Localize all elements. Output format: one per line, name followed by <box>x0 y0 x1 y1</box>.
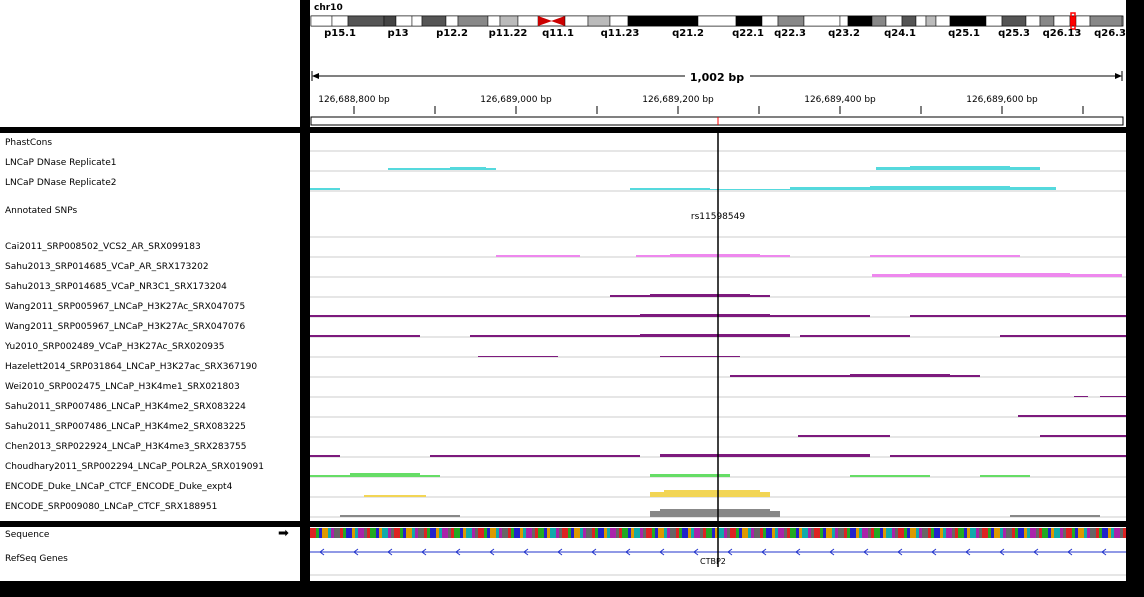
sequence-strand-arrow-icon[interactable]: ➡ <box>278 526 289 541</box>
ruler-tick-label: 126,689,000 bp <box>480 95 552 105</box>
track-feature[interactable] <box>870 186 1010 190</box>
chromosome-band-label: q25.1 <box>948 28 980 39</box>
track-feature[interactable] <box>310 315 870 317</box>
track-name[interactable]: Sahu2011_SRP007486_LNCaP_H3K4me2_SRX0832… <box>5 402 246 412</box>
track-feature[interactable] <box>850 475 930 477</box>
ruler-tick-label: 126,688,800 bp <box>318 95 390 105</box>
ruler-tick-label: 126,689,600 bp <box>966 95 1038 105</box>
track-feature[interactable] <box>430 455 640 457</box>
track-name[interactable]: Wang2011_SRP005967_LNCaP_H3K27Ac_SRX0470… <box>5 302 246 312</box>
refseq-genes-label: RefSeq Genes <box>5 554 68 564</box>
track-feature[interactable] <box>1000 335 1126 337</box>
track-feature[interactable] <box>1010 515 1100 517</box>
track-feature[interactable] <box>364 495 426 497</box>
chromosome-band-label: q24.1 <box>884 28 916 39</box>
track-feature[interactable] <box>470 335 730 337</box>
track-feature[interactable] <box>890 455 1126 457</box>
ideogram-ruler-panel: chr10 p15.1 p13 p12.2 p11.22 q11.1 q11.23 q21.… <box>310 0 1126 127</box>
track-feature[interactable] <box>1018 415 1126 417</box>
track-name[interactable]: Hazelett2014_SRP031864_LNCaP_H3K27ac_SRX… <box>5 362 258 372</box>
chromosome-band-label: q25.3 <box>998 28 1030 39</box>
track-feature[interactable] <box>800 335 910 337</box>
chromosome-band-label: q26.13 <box>1043 28 1082 39</box>
track-feature[interactable] <box>1100 396 1126 397</box>
track-feature[interactable] <box>710 189 810 190</box>
track-feature[interactable] <box>910 315 1050 317</box>
track-name[interactable]: Cai2011_SRP008502_VCS2_AR_SRX099183 <box>5 242 201 252</box>
track-feature[interactable] <box>350 473 420 477</box>
sequence-label: Sequence <box>5 530 50 540</box>
track-name[interactable]: Choudhary2011_SRP002294_LNCaP_POLR2A_SRX… <box>5 462 264 472</box>
chromosome-band-label: q22.1 <box>732 28 764 39</box>
track-names-panel: PhastCons LNCaP DNase Replicate1 LNCaP DNa… <box>0 133 300 521</box>
chromosome-band-label: p11.22 <box>489 28 528 39</box>
feature-tracks-panel: CTBP2 <box>310 527 1126 581</box>
track-feature[interactable] <box>650 294 750 297</box>
track-feature[interactable] <box>798 435 890 437</box>
track-name[interactable]: Yu2010_SRP002489_VCaP_H3K27Ac_SRX020935 <box>5 342 225 352</box>
sequence-gene-tracks[interactable] <box>310 527 1126 581</box>
track-name[interactable]: Sahu2011_SRP007486_LNCaP_H3K4me2_SRX0832… <box>5 422 246 432</box>
track-feature[interactable] <box>388 168 496 170</box>
track-name[interactable]: LNCaP DNase Replicate2 <box>5 178 117 188</box>
track-feature[interactable] <box>310 188 340 190</box>
span-length-label: 1,002 bp <box>690 71 744 84</box>
data-tracks-panel: rs11598549 <box>310 133 1126 521</box>
chromosome-ideogram[interactable]: p15.1 p13 p12.2 p11.22 q11.1 q11.23 q21.2 q22.1… <box>310 0 1126 127</box>
chromosome-band-label: q23.2 <box>828 28 860 39</box>
chromosome-band-label: q22.3 <box>774 28 806 39</box>
track-feature[interactable] <box>910 166 1010 170</box>
track-feature[interactable] <box>980 475 1030 477</box>
ruler-tick-label: 126,689,200 bp <box>642 95 714 105</box>
track-feature[interactable] <box>1040 435 1126 437</box>
track-feature[interactable] <box>630 188 710 190</box>
track-feature[interactable] <box>310 335 420 337</box>
track-feature[interactable] <box>660 356 740 357</box>
track-feature[interactable] <box>310 455 340 457</box>
track-feature[interactable] <box>640 314 770 317</box>
track-feature[interactable] <box>910 273 1070 277</box>
chromosome-band-label: q11.23 <box>601 28 640 39</box>
track-name[interactable]: ENCODE_SRP009080_LNCaP_CTCF_SRX188951 <box>5 502 218 512</box>
track-feature[interactable] <box>1018 315 1126 317</box>
chromosome-band-label: q11.1 <box>542 28 574 39</box>
track-name[interactable]: Sahu2013_SRP014685_VCaP_NR3C1_SRX173204 <box>5 282 227 292</box>
track-feature[interactable] <box>650 474 730 477</box>
ruler-tick-label: 126,689,400 bp <box>804 95 876 105</box>
track-feature[interactable] <box>870 255 1020 257</box>
feature-names-panel: Sequence ➡ RefSeq Genes <box>0 526 300 581</box>
track-name[interactable]: Annotated SNPs <box>5 206 78 216</box>
header-name-panel <box>0 0 300 127</box>
track-feature[interactable] <box>340 515 460 517</box>
track-feature[interactable] <box>450 167 486 170</box>
chromosome-band-label: q26.3 <box>1094 28 1126 39</box>
track-name[interactable]: Chen2013_SRP022924_LNCaP_H3K4me3_SRX2837… <box>5 442 247 452</box>
track-feature[interactable] <box>496 255 580 257</box>
chromosome-band-label: p15.1 <box>324 28 356 39</box>
track-name[interactable]: ENCODE_Duke_LNCaP_CTCF_ENCODE_Duke_expt4 <box>5 482 233 492</box>
chromosome-name: chr10 <box>314 3 343 13</box>
track-name[interactable]: LNCaP DNase Replicate1 <box>5 158 117 168</box>
track-name[interactable]: PhastCons <box>5 138 53 148</box>
track-feature[interactable] <box>670 254 760 257</box>
track-feature[interactable] <box>850 374 950 377</box>
track-name[interactable]: Wang2011_SRP005967_LNCaP_H3K27Ac_SRX0470… <box>5 322 246 332</box>
track-feature[interactable] <box>660 509 770 517</box>
chromosome-band-label: p13 <box>387 28 408 39</box>
track-feature[interactable] <box>478 356 558 357</box>
chromosome-band-label: p12.2 <box>436 28 468 39</box>
track-name[interactable]: Wei2010_SRP002475_LNCaP_H3K4me1_SRX02180… <box>5 382 240 392</box>
chromosome-band-label: q21.2 <box>672 28 704 39</box>
track-feature[interactable] <box>660 454 870 457</box>
track-name[interactable]: Sahu2013_SRP014685_VCaP_AR_SRX173202 <box>5 262 209 272</box>
track-feature[interactable] <box>1074 396 1088 397</box>
track-feature[interactable] <box>664 490 760 497</box>
track-feature[interactable] <box>640 334 790 337</box>
gene-name[interactable]: CTBP2 <box>700 557 726 566</box>
data-tracks[interactable]: rs11598549 <box>310 133 1126 521</box>
